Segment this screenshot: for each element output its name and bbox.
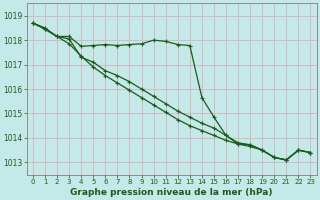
X-axis label: Graphe pression niveau de la mer (hPa): Graphe pression niveau de la mer (hPa) [70, 188, 273, 197]
